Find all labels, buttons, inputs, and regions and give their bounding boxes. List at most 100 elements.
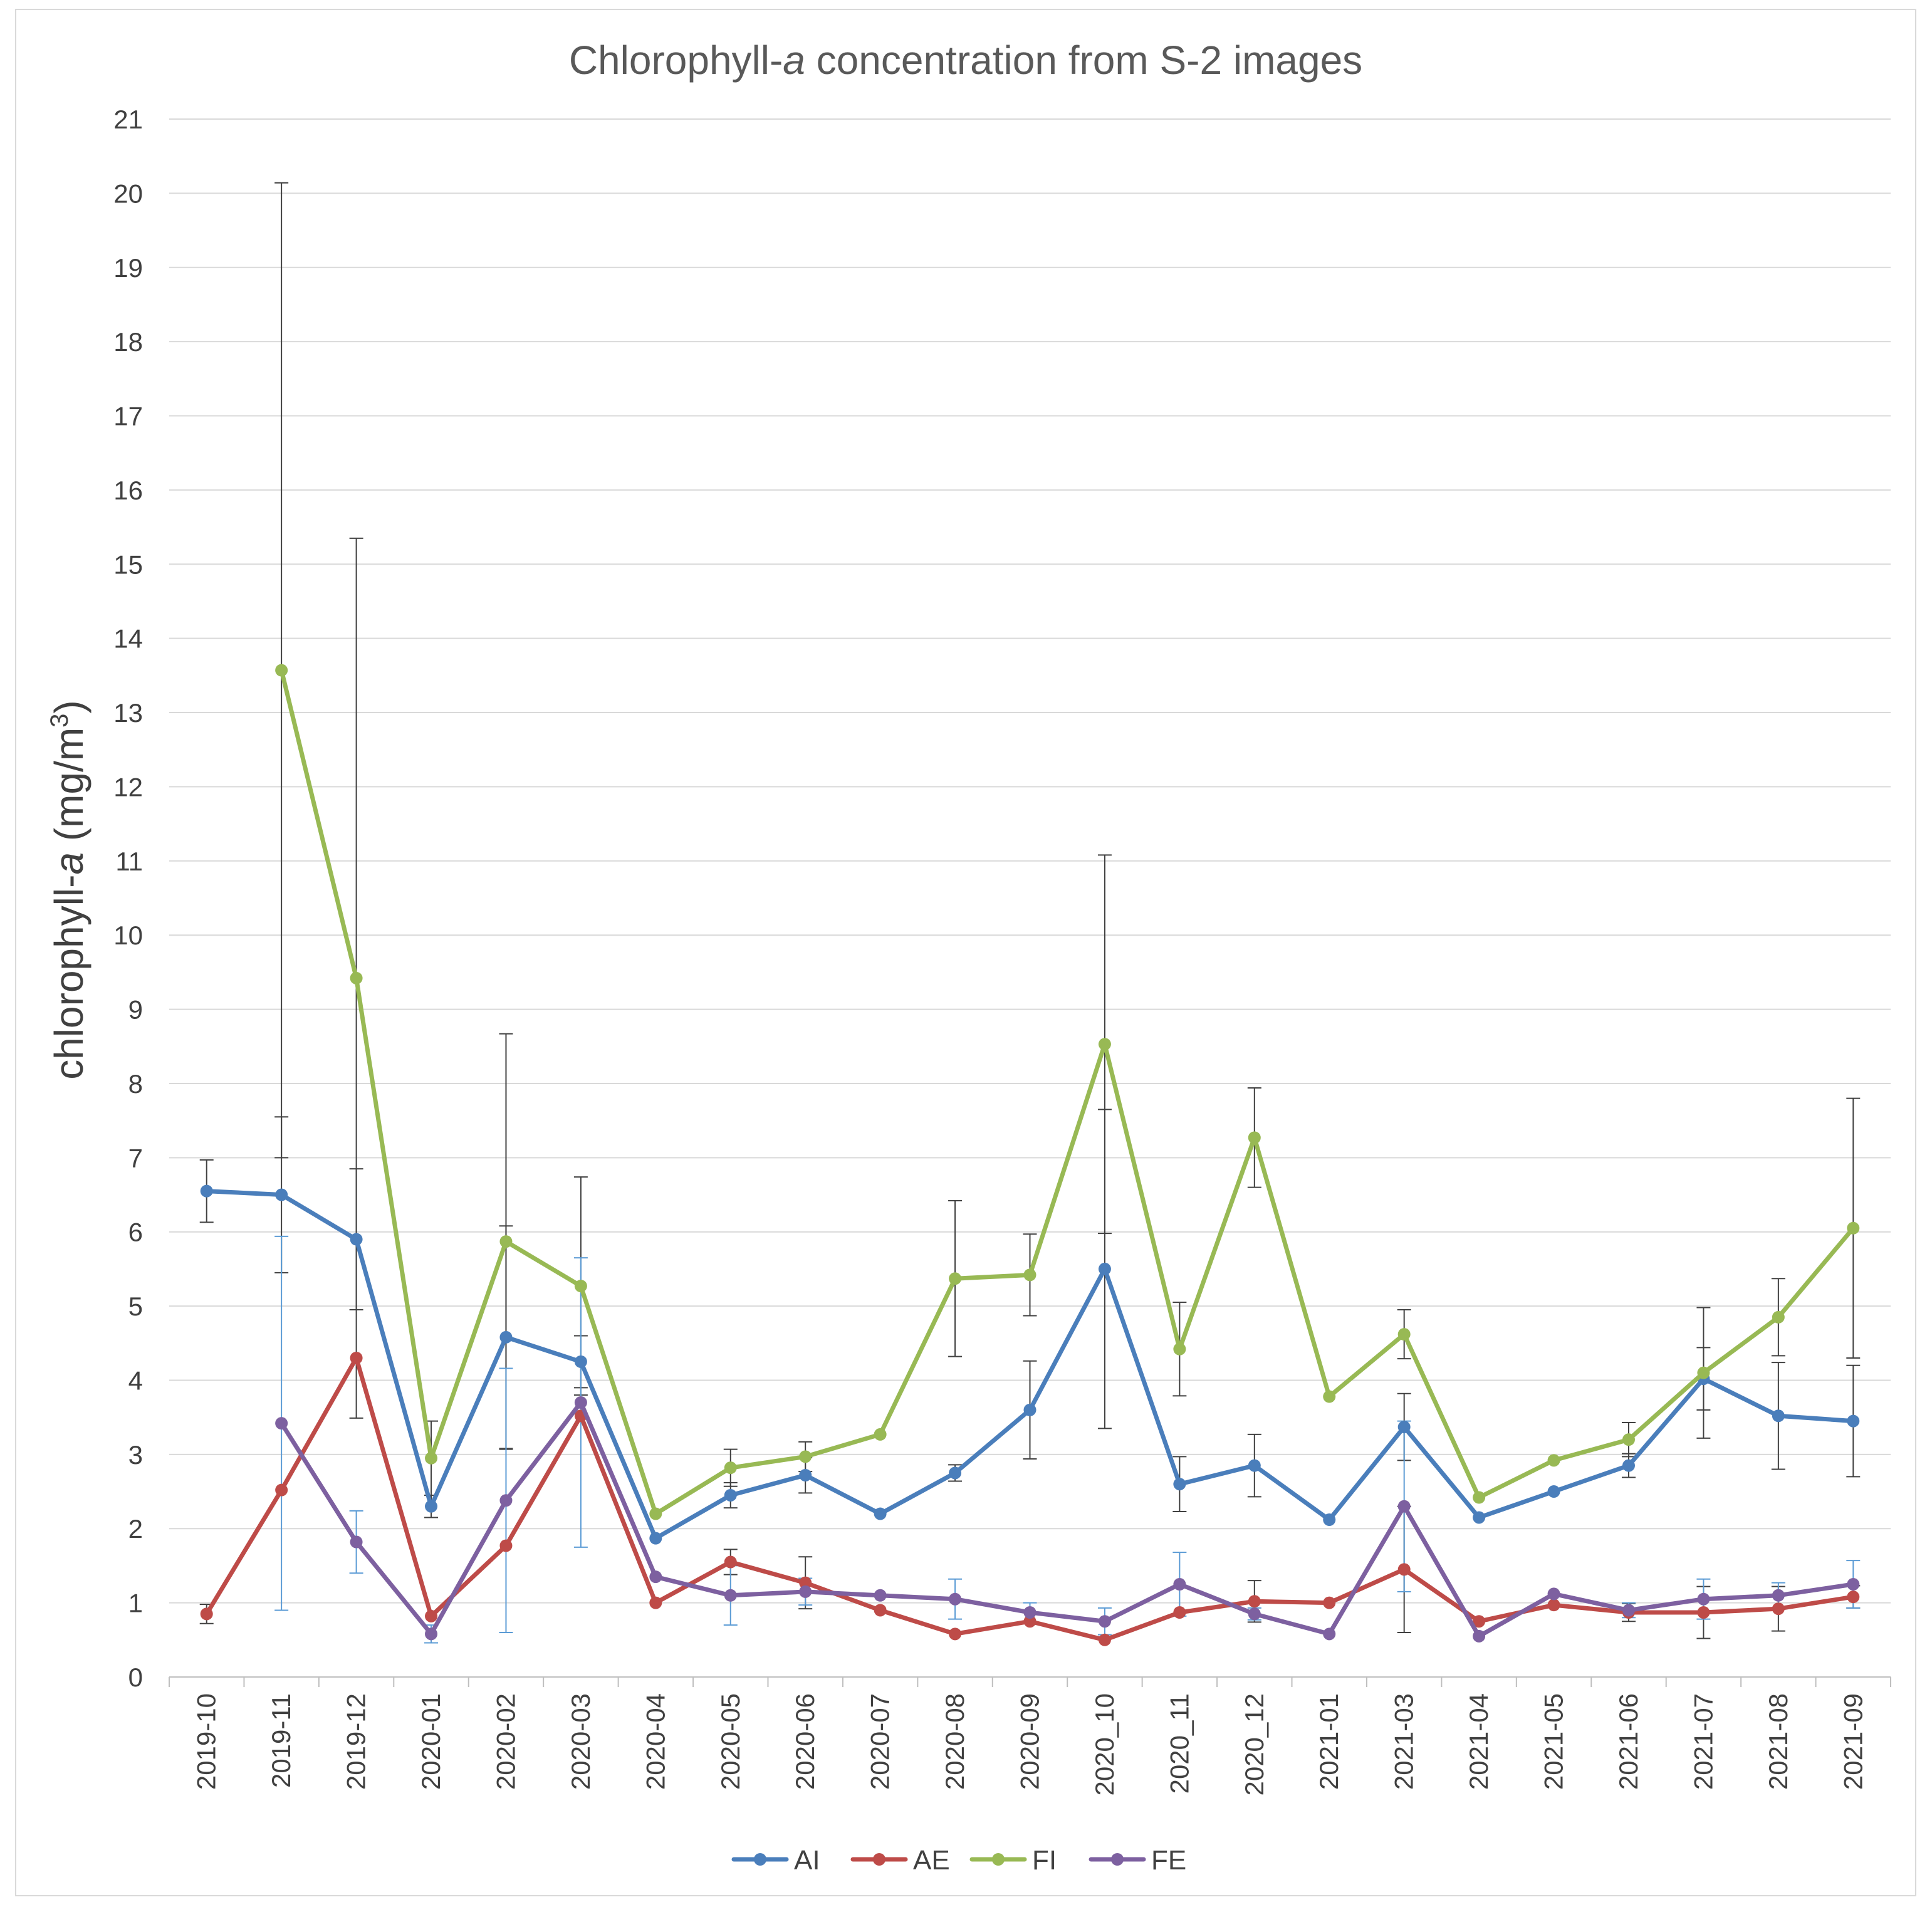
data-point-ai (1098, 1262, 1111, 1275)
x-tick-label: 2020-04 (640, 1693, 670, 1790)
data-point-fi (1023, 1268, 1036, 1282)
data-point-ae (874, 1604, 887, 1617)
legend-swatch-marker (873, 1853, 885, 1866)
data-point-fe (1473, 1629, 1486, 1643)
data-point-ai (1173, 1478, 1186, 1491)
data-point-ae (649, 1596, 662, 1609)
data-point-fe (499, 1494, 513, 1507)
data-point-ae (200, 1607, 213, 1621)
data-point-fe (1622, 1604, 1635, 1617)
data-point-fe (425, 1627, 438, 1641)
error-bars (199, 182, 1861, 1644)
data-point-ae (724, 1555, 737, 1569)
data-point-fi (574, 1280, 587, 1293)
data-point-ae (499, 1539, 513, 1552)
data-point-ae (1473, 1615, 1486, 1628)
y-tick-label: 8 (128, 1069, 143, 1099)
data-point-fi (949, 1272, 962, 1285)
data-point-fi (1173, 1342, 1186, 1356)
legend-swatch-marker (1111, 1853, 1124, 1866)
x-tick-label: 2021-04 (1464, 1693, 1493, 1790)
data-point-ai (724, 1488, 737, 1502)
x-tick-label: 2020-06 (790, 1693, 820, 1790)
data-point-ae (1323, 1596, 1336, 1609)
data-point-fe (1248, 1607, 1261, 1621)
y-tick-label: 12 (113, 772, 143, 802)
data-point-ai (1248, 1459, 1261, 1472)
y-tick-label: 6 (128, 1218, 143, 1247)
data-point-fe (574, 1396, 587, 1409)
data-point-fi (350, 971, 363, 985)
data-point-fe (1098, 1615, 1111, 1628)
axes: 01234567891011121314151617181920212019-1… (113, 105, 1891, 1796)
data-point-fi (1622, 1433, 1635, 1446)
x-tick-label: 2021-05 (1539, 1693, 1569, 1790)
x-tick-label: 2020-09 (1015, 1693, 1045, 1790)
series-ae (200, 1351, 1860, 1646)
data-point-ae (1847, 1591, 1860, 1604)
data-point-fe (799, 1585, 812, 1598)
x-tick-label: 2020_12 (1240, 1693, 1269, 1796)
data-point-fe (1023, 1606, 1036, 1619)
y-tick-label: 2 (128, 1514, 143, 1544)
data-point-ai (949, 1466, 962, 1480)
y-tick-label: 10 (113, 921, 143, 950)
data-point-fi (1697, 1366, 1710, 1379)
data-point-ai (1323, 1513, 1336, 1527)
data-point-ai (1397, 1421, 1411, 1434)
y-tick-label: 21 (113, 105, 143, 134)
data-point-ai (1547, 1485, 1560, 1498)
data-point-ai (799, 1469, 812, 1482)
x-tick-label: 2019-12 (342, 1693, 371, 1790)
x-tick-label: 2019-11 (266, 1693, 296, 1788)
legend-swatch-marker (754, 1853, 766, 1866)
data-point-fe (949, 1592, 962, 1606)
series-line-fe (279, 1400, 1856, 1639)
data-point-fi (724, 1461, 737, 1475)
data-point-fe (1847, 1578, 1860, 1591)
chart-frame (15, 9, 1916, 1896)
x-tick-label: 2020-07 (865, 1693, 895, 1790)
data-point-ae (1772, 1602, 1785, 1616)
x-tick-label: 2021-09 (1838, 1693, 1867, 1790)
data-point-fe (874, 1589, 887, 1602)
data-point-ai (1473, 1511, 1486, 1524)
legend-swatch-marker (992, 1853, 1005, 1866)
y-tick-label: 11 (115, 847, 143, 876)
series-line-fi (279, 668, 1856, 1517)
x-tick-label: 2021-08 (1763, 1693, 1793, 1790)
legend: AI AE FI FE (731, 1845, 1186, 1876)
chart-title: Chlorophyll-a concentration from S-2 ima… (569, 38, 1362, 83)
y-tick-label: 19 (113, 253, 143, 283)
x-tick-label: 2019-10 (192, 1693, 221, 1790)
data-point-ae (1098, 1633, 1111, 1646)
data-point-fi (1323, 1390, 1336, 1403)
x-tick-label: 2020_10 (1090, 1693, 1119, 1796)
data-point-ai (574, 1355, 587, 1368)
series-fi (275, 664, 1860, 1520)
data-point-fi (1248, 1131, 1261, 1144)
y-tick-label: 4 (128, 1366, 143, 1395)
series-fe (275, 1396, 1860, 1643)
data-point-fe (649, 1570, 662, 1584)
y-tick-label: 18 (113, 327, 143, 357)
data-point-ai (874, 1507, 887, 1520)
y-tick-label: 9 (128, 995, 143, 1025)
legend-label: AI (794, 1845, 820, 1876)
data-point-ai (275, 1188, 288, 1201)
data-point-fi (1098, 1038, 1111, 1051)
data-point-ae (425, 1609, 438, 1622)
data-point-ai (1023, 1403, 1036, 1416)
data-point-fe (724, 1589, 737, 1602)
y-tick-label: 13 (113, 698, 143, 728)
data-point-ai (350, 1233, 363, 1246)
data-point-fi (1547, 1454, 1560, 1467)
x-tick-label: 2021-07 (1688, 1693, 1718, 1790)
data-point-ae (1547, 1599, 1560, 1612)
data-point-fi (649, 1507, 662, 1520)
data-point-ai (200, 1184, 213, 1198)
data-point-ae (799, 1576, 812, 1589)
y-tick-label: 15 (113, 550, 143, 579)
data-point-ae (275, 1483, 288, 1497)
